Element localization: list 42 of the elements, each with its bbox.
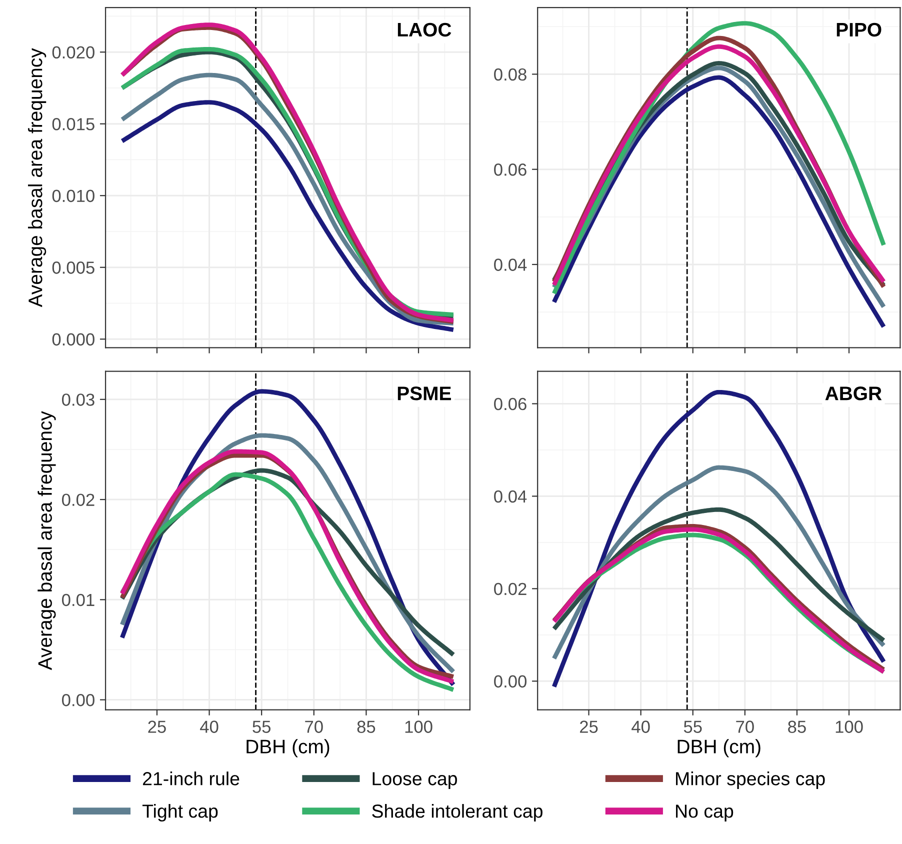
x-tick-label: 85 xyxy=(788,720,806,733)
x-tick-label: 100 xyxy=(836,720,863,733)
y-tick-label: 0.00 xyxy=(494,675,526,688)
text: PIPO xyxy=(836,22,882,37)
y-tick-label: 0.06 xyxy=(494,164,526,176)
y-tick-label: 0.005 xyxy=(52,262,94,274)
legend-label: Tight cap xyxy=(142,804,218,822)
y-tick-label: 0.02 xyxy=(62,494,94,506)
x-tick-label: 70 xyxy=(736,720,754,733)
y-tick-label: 0.02 xyxy=(494,582,526,596)
x-tick-label: 85 xyxy=(357,720,376,733)
legend-label: No cap xyxy=(676,804,734,822)
x-tick-label: 55 xyxy=(252,720,271,733)
x-tick-label: 40 xyxy=(200,720,218,733)
x-tick-label: 55 xyxy=(684,720,702,733)
y-tick-label: 0.00 xyxy=(62,694,94,706)
y-tick-label: 0.03 xyxy=(62,394,94,406)
x-axis-title: DBH (cm) xyxy=(678,739,760,758)
x-tick-label: 40 xyxy=(632,720,650,733)
legend-label: 21-inch rule xyxy=(142,772,240,786)
y-tick-label: 0.04 xyxy=(494,490,527,503)
y-tick-label: 0.01 xyxy=(62,594,94,606)
text: PSME xyxy=(398,386,451,400)
x-tick-label: 25 xyxy=(148,720,166,733)
legend-label: Loose cap xyxy=(372,772,457,790)
x-tick-label: 70 xyxy=(305,720,323,733)
legend-label: Minor species cap xyxy=(676,772,825,790)
x-tick-label: 100 xyxy=(405,720,432,733)
text: LAOC xyxy=(398,22,452,37)
y-tick-label: 0.000 xyxy=(52,333,94,346)
y-tick-label: 0.020 xyxy=(52,46,94,59)
legend-label: Shade intolerant cap xyxy=(372,804,542,822)
x-tick-label: 25 xyxy=(580,720,598,733)
y-tick-label: 0.08 xyxy=(494,68,526,81)
y-axis-title: Average basal area frequency xyxy=(28,48,46,308)
x-axis-title: DBH (cm) xyxy=(246,739,330,758)
y-tick-label: 0.04 xyxy=(494,258,527,271)
text: ABGR xyxy=(825,386,882,400)
y-tick-label: 0.010 xyxy=(52,190,94,202)
y-tick-label: 0.015 xyxy=(52,118,94,130)
y-tick-label: 0.06 xyxy=(494,398,526,410)
y-axis-title: Average basal area frequency xyxy=(38,411,56,670)
